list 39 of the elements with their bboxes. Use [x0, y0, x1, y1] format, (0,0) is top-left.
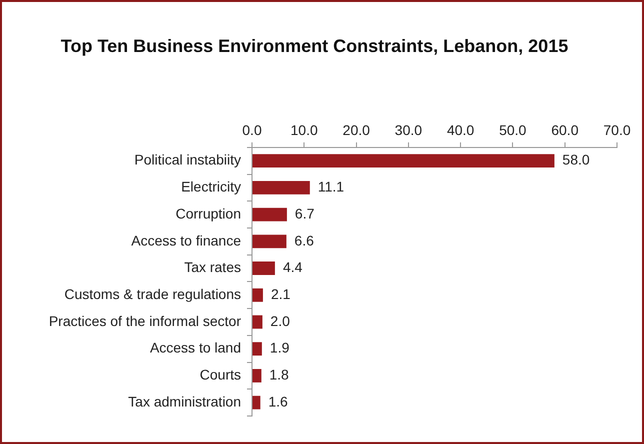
data-label: 1.6: [268, 393, 288, 410]
x-tick-label: 50.0: [499, 122, 527, 138]
y-tick-label: Customs & trade regulations: [64, 286, 241, 302]
y-tick-label: Tax administration: [128, 393, 241, 410]
bar: [252, 262, 275, 275]
y-tick-label: Electricity: [181, 178, 241, 195]
bar: [252, 208, 287, 222]
bar: [252, 154, 554, 168]
y-tick-label: Practices of the informal sector: [48, 312, 242, 329]
y-tick-label: Political instabiity: [134, 152, 241, 168]
x-tick-label: 10.0: [290, 122, 318, 138]
bar: [252, 342, 262, 356]
y-tick-label: Tax rates: [184, 259, 241, 276]
data-label: 11.1: [318, 178, 344, 195]
x-tick-label: 40.0: [446, 122, 474, 138]
bar: [252, 180, 310, 194]
data-label: 58.0: [562, 152, 590, 168]
bar: [252, 234, 286, 248]
data-label: 6.6: [294, 232, 314, 248]
data-label: 1.8: [269, 366, 290, 383]
bar: [252, 396, 260, 410]
x-tick-label: 60.0: [551, 122, 579, 138]
data-label: 6.7: [294, 205, 315, 222]
data-label: 2.0: [270, 312, 290, 329]
x-tick-label: 0.0: [242, 122, 262, 138]
x-tick-label: 30.0: [394, 122, 422, 138]
chart-title: Top Ten Business Environment Constraints, Lebanon, 2015: [60, 36, 568, 56]
y-tick-label: Courts: [200, 366, 241, 383]
bar: [252, 288, 263, 302]
y-tick-label: Access to land: [150, 340, 241, 356]
y-tick-label: Access to finance: [131, 232, 242, 248]
bar: [252, 368, 262, 382]
data-label: 2.1: [270, 286, 291, 302]
data-label: 1.9: [270, 340, 290, 356]
x-tick-label: 70.0: [603, 122, 631, 138]
data-label: 4.4: [282, 259, 303, 276]
bar: [252, 315, 262, 329]
y-tick-label: Corruption: [176, 205, 241, 222]
x-tick-label: 20.0: [342, 122, 370, 138]
